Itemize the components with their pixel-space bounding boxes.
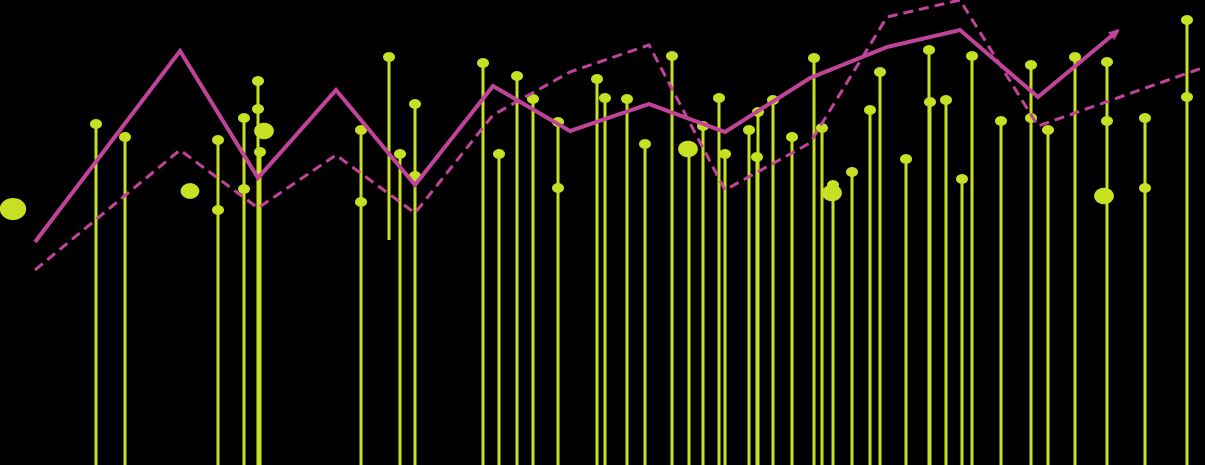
stem-mid-marker bbox=[355, 197, 367, 207]
stem-top-marker bbox=[900, 154, 912, 164]
stem-mid-marker bbox=[1181, 92, 1193, 102]
stem-mid-marker bbox=[1101, 116, 1113, 126]
stem-top-marker bbox=[621, 94, 633, 104]
stem-top-marker bbox=[1069, 52, 1081, 62]
stem-top-marker bbox=[1101, 57, 1113, 67]
series-line-solid bbox=[33, 27, 1115, 244]
stem-top-marker bbox=[816, 123, 828, 133]
stem-top-marker bbox=[212, 135, 224, 145]
bubble-marker bbox=[180, 183, 200, 199]
stem-top-marker bbox=[923, 45, 935, 55]
stem-top-marker bbox=[511, 71, 523, 81]
stem-top-marker bbox=[1042, 125, 1054, 135]
bubble-marker bbox=[822, 184, 842, 202]
stem-top-marker bbox=[254, 147, 266, 157]
stem-top-marker bbox=[90, 119, 102, 129]
stem-top-marker bbox=[119, 132, 131, 142]
stem-top-marker bbox=[874, 67, 886, 77]
bubble-marker bbox=[1094, 187, 1114, 205]
lines-layer bbox=[33, 0, 1205, 272]
stem-mid-marker bbox=[238, 184, 250, 194]
bubble-marker bbox=[0, 197, 27, 221]
stem-top-marker bbox=[924, 97, 936, 107]
stem-top-marker bbox=[591, 74, 603, 84]
bubble-marker bbox=[678, 140, 698, 158]
stem-mid-marker bbox=[252, 104, 264, 114]
stem-top-marker bbox=[808, 53, 820, 63]
stem-top-marker bbox=[940, 95, 952, 105]
stem-mid-marker bbox=[552, 183, 564, 193]
stem-top-marker bbox=[719, 149, 731, 159]
bubbles-layer bbox=[0, 122, 1114, 221]
bubble-marker bbox=[254, 122, 274, 140]
stem-top-marker bbox=[1139, 113, 1151, 123]
stem-top-marker bbox=[238, 113, 250, 123]
stem-top-marker bbox=[355, 125, 367, 135]
stem-top-marker bbox=[1181, 15, 1193, 25]
stem-top-marker bbox=[846, 167, 858, 177]
stem-top-marker bbox=[639, 139, 651, 149]
stem-top-marker bbox=[599, 93, 611, 103]
stem-top-marker bbox=[252, 76, 264, 86]
stem-top-marker bbox=[786, 132, 798, 142]
stem-top-marker bbox=[666, 51, 678, 61]
stem-top-marker bbox=[493, 149, 505, 159]
stem-mid-marker bbox=[1139, 183, 1151, 193]
stem-top-marker bbox=[394, 149, 406, 159]
stem-top-marker bbox=[409, 99, 421, 109]
stem-top-marker bbox=[527, 94, 539, 104]
stem-top-marker bbox=[743, 125, 755, 135]
stem-top-marker bbox=[713, 93, 725, 103]
stem-mid-marker bbox=[212, 205, 224, 215]
stem-top-marker bbox=[995, 116, 1007, 126]
stem-top-marker bbox=[864, 105, 876, 115]
stem-top-marker bbox=[383, 52, 395, 62]
stem-top-marker bbox=[956, 174, 968, 184]
stem-top-marker bbox=[477, 58, 489, 68]
stem-top-marker bbox=[1025, 60, 1037, 70]
stems-layer bbox=[90, 15, 1193, 465]
stem-top-marker bbox=[966, 51, 978, 61]
